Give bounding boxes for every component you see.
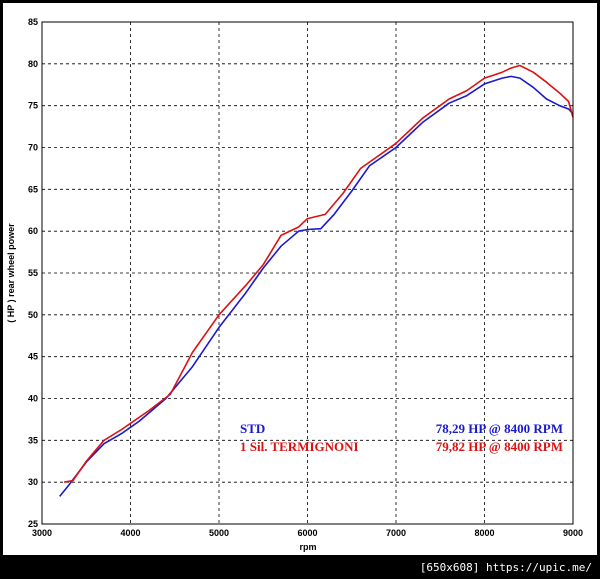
footer-watermark: [650x608] https://upic.me/: [415, 559, 596, 577]
x-tick-label: 7000: [386, 528, 406, 538]
x-tick-label: 6000: [297, 528, 317, 538]
legend-peak-annotation: 79,82 HP @ 8400 RPM: [436, 439, 563, 454]
y-tick-label: 35: [28, 435, 38, 445]
series-line-1: [63, 64, 574, 483]
x-tick-label: 4000: [120, 528, 140, 538]
x-tick-label: 8000: [474, 528, 494, 538]
plot-frame: [41, 21, 574, 525]
y-tick-label: 55: [28, 268, 38, 278]
y-tick-label: 65: [28, 184, 38, 194]
y-tick-label: 80: [28, 59, 38, 69]
x-axis-title: rpm: [299, 542, 316, 552]
legend-peak-annotation: 78,29 HP @ 8400 RPM: [436, 421, 563, 436]
y-tick-label: 25: [28, 519, 38, 529]
series-line-0: [59, 75, 574, 497]
y-tick-label: 75: [28, 101, 38, 111]
x-tick-label: 9000: [563, 528, 583, 538]
y-axis-title: ( HP ) rear wheel power: [6, 223, 16, 323]
y-tick-label: 50: [28, 310, 38, 320]
y-tick-label: 45: [28, 352, 38, 362]
y-tick-label: 40: [28, 394, 38, 404]
x-tick-label: 3000: [32, 528, 52, 538]
chart-panel: 3000 4000 5000 6000 7000 8000 9000 25 30 35 40 45 5…: [3, 3, 597, 555]
dyno-chart: 3000 4000 5000 6000 7000 8000 9000 25 30 35 40 45 5…: [6, 17, 583, 552]
legend-series-name: 1 Sil. TERMIGNONI: [240, 439, 359, 454]
y-tick-label: 70: [28, 143, 38, 153]
y-tick-label: 30: [28, 477, 38, 487]
y-tick-label: 60: [28, 226, 38, 236]
y-tick-label: 85: [28, 17, 38, 27]
legend-series-name: STD: [240, 421, 265, 436]
x-tick-label: 5000: [209, 528, 229, 538]
